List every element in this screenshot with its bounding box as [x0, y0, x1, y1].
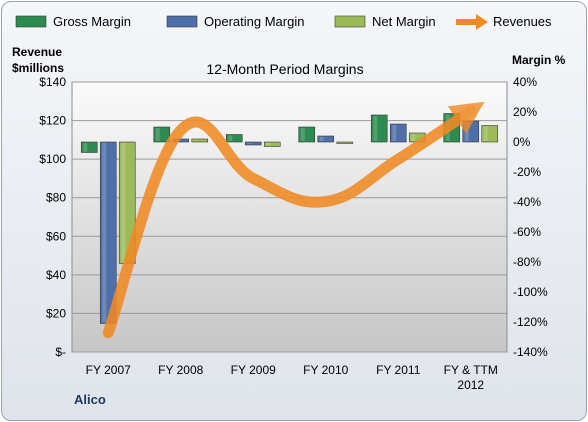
left-axis-title-line2: $millions — [12, 61, 64, 75]
bar-highlight — [83, 143, 88, 152]
bar-gross-margin — [370, 114, 388, 143]
bar-highlight — [121, 143, 126, 263]
category-label: FY & TTM — [444, 363, 498, 377]
right-axis-ticks: -140% -120% -100% -80% -60% -40% -20% 0% 20% 40% — [513, 75, 548, 359]
bar-highlight — [319, 137, 324, 141]
right-tick-label: -20% — [513, 165, 541, 179]
company-label: Alico — [74, 392, 106, 407]
left-tick-label: $20 — [46, 306, 66, 320]
bar-gross-margin — [298, 126, 316, 143]
bar-highlight — [300, 128, 305, 141]
right-tick-label: 20% — [513, 105, 537, 119]
bar-highlight — [483, 126, 488, 141]
bar-net-margin — [263, 141, 281, 147]
legend-swatch — [166, 15, 198, 28]
bar-highlight — [373, 116, 378, 141]
right-tick-label: -140% — [513, 345, 548, 359]
left-tick-label: $80 — [46, 191, 66, 205]
bars — [80, 113, 499, 324]
left-tick-label: $60 — [46, 229, 66, 243]
left-tick-label: $40 — [46, 268, 66, 282]
legend: Gross Margin Operating Margin Net Margin Re… — [15, 14, 552, 30]
bar-gross-margin — [153, 126, 171, 143]
bar-highlight — [247, 143, 252, 144]
legend-label: Gross Margin — [53, 14, 131, 29]
right-tick-label: -100% — [513, 285, 548, 299]
right-tick-label: -40% — [513, 195, 541, 209]
category-label: 2012 — [457, 378, 484, 392]
right-axis-title: Margin % — [512, 53, 566, 67]
revenue-line — [102, 101, 485, 339]
bar-highlight — [411, 134, 416, 141]
bar-highlight — [266, 143, 271, 146]
left-tick-label: $120 — [39, 114, 66, 128]
chart-title: 12-Month Period Margins — [206, 61, 363, 77]
legend-label: Operating Margin — [204, 14, 304, 29]
legend-label: Net Margin — [372, 14, 436, 29]
bar-highlight — [102, 143, 107, 323]
bar-highlight — [193, 140, 198, 141]
legend-swatch — [15, 15, 47, 28]
bar-highlight — [464, 122, 469, 141]
bar-operating-margin — [244, 141, 262, 146]
left-tick-label: $140 — [39, 75, 66, 89]
left-axis-title-line1: Revenue — [12, 45, 62, 59]
bar-highlight — [155, 128, 160, 141]
left-tick-label: $100 — [39, 152, 66, 166]
category-label: FY 2008 — [158, 363, 203, 377]
bar-operating-margin — [317, 135, 335, 143]
bar-gross-margin — [225, 134, 243, 143]
legend-swatch — [334, 15, 366, 28]
right-tick-label: -120% — [513, 315, 548, 329]
bar-net-margin — [336, 141, 354, 144]
bar-gross-margin — [80, 141, 98, 153]
category-label: FY 2010 — [303, 363, 348, 377]
right-tick-label: 0% — [513, 135, 531, 149]
right-tick-label: -60% — [513, 225, 541, 239]
bar-highlight — [392, 125, 397, 141]
category-label: FY 2007 — [86, 363, 131, 377]
category-label: FY 2011 — [376, 363, 421, 377]
bar-operating-margin — [389, 123, 407, 143]
right-tick-label: 40% — [513, 75, 537, 89]
revenues-line — [102, 101, 485, 339]
left-tick-label: $- — [55, 345, 66, 359]
left-axis-ticks: $- $20 $40 $60 $80 $100 $120 $140 — [39, 75, 66, 359]
category-label: FY 2009 — [231, 363, 276, 377]
bar-highlight — [228, 135, 233, 141]
legend-arrow-icon — [476, 14, 488, 30]
bar-net-margin — [191, 138, 209, 143]
right-tick-label: -80% — [513, 255, 541, 269]
category-labels: FY 2007 FY 2008 FY 2009 FY 2010 FY 2011 FY & … — [86, 363, 498, 392]
legend-label: Revenues — [493, 14, 552, 29]
